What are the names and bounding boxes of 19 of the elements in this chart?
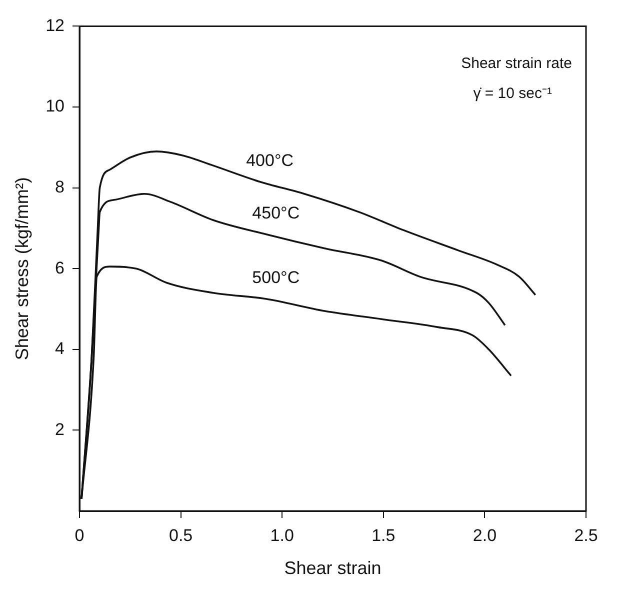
series-label: 400°C — [246, 150, 294, 170]
x-tick-label: 2.0 — [472, 526, 497, 545]
y-axis-title: Shear stress (kgf/mm²) — [12, 177, 32, 360]
x-tick-label: 1.0 — [270, 526, 294, 545]
x-axis-title: Shear strain — [284, 558, 382, 578]
y-tick-label: 12 — [46, 16, 65, 35]
x-tick-label: 0.5 — [168, 526, 193, 545]
y-tick-label: 10 — [46, 96, 65, 116]
annotation: Shear strain rate — [461, 54, 572, 72]
x-tick-label: 2.5 — [574, 526, 598, 545]
x-tick-label: 0 — [74, 526, 84, 545]
x-tick-label: 1.5 — [372, 526, 396, 545]
series-label: 500°C — [252, 268, 300, 288]
annotation: γ̇ = 10 sec⁻¹ — [473, 84, 552, 102]
series-label: 450°C — [252, 203, 300, 222]
y-tick-label: 6 — [55, 258, 65, 278]
y-tick-label: 2 — [55, 420, 65, 439]
y-tick-label: 4 — [55, 339, 65, 358]
y-tick-label: 8 — [55, 177, 65, 196]
